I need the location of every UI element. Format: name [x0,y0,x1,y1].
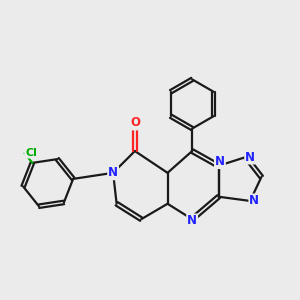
Text: N: N [245,151,255,164]
Text: N: N [187,214,197,227]
Text: N: N [215,155,225,168]
Text: N: N [249,194,259,207]
Text: Cl: Cl [25,148,37,158]
Text: O: O [130,116,140,129]
Text: N: N [108,166,118,179]
